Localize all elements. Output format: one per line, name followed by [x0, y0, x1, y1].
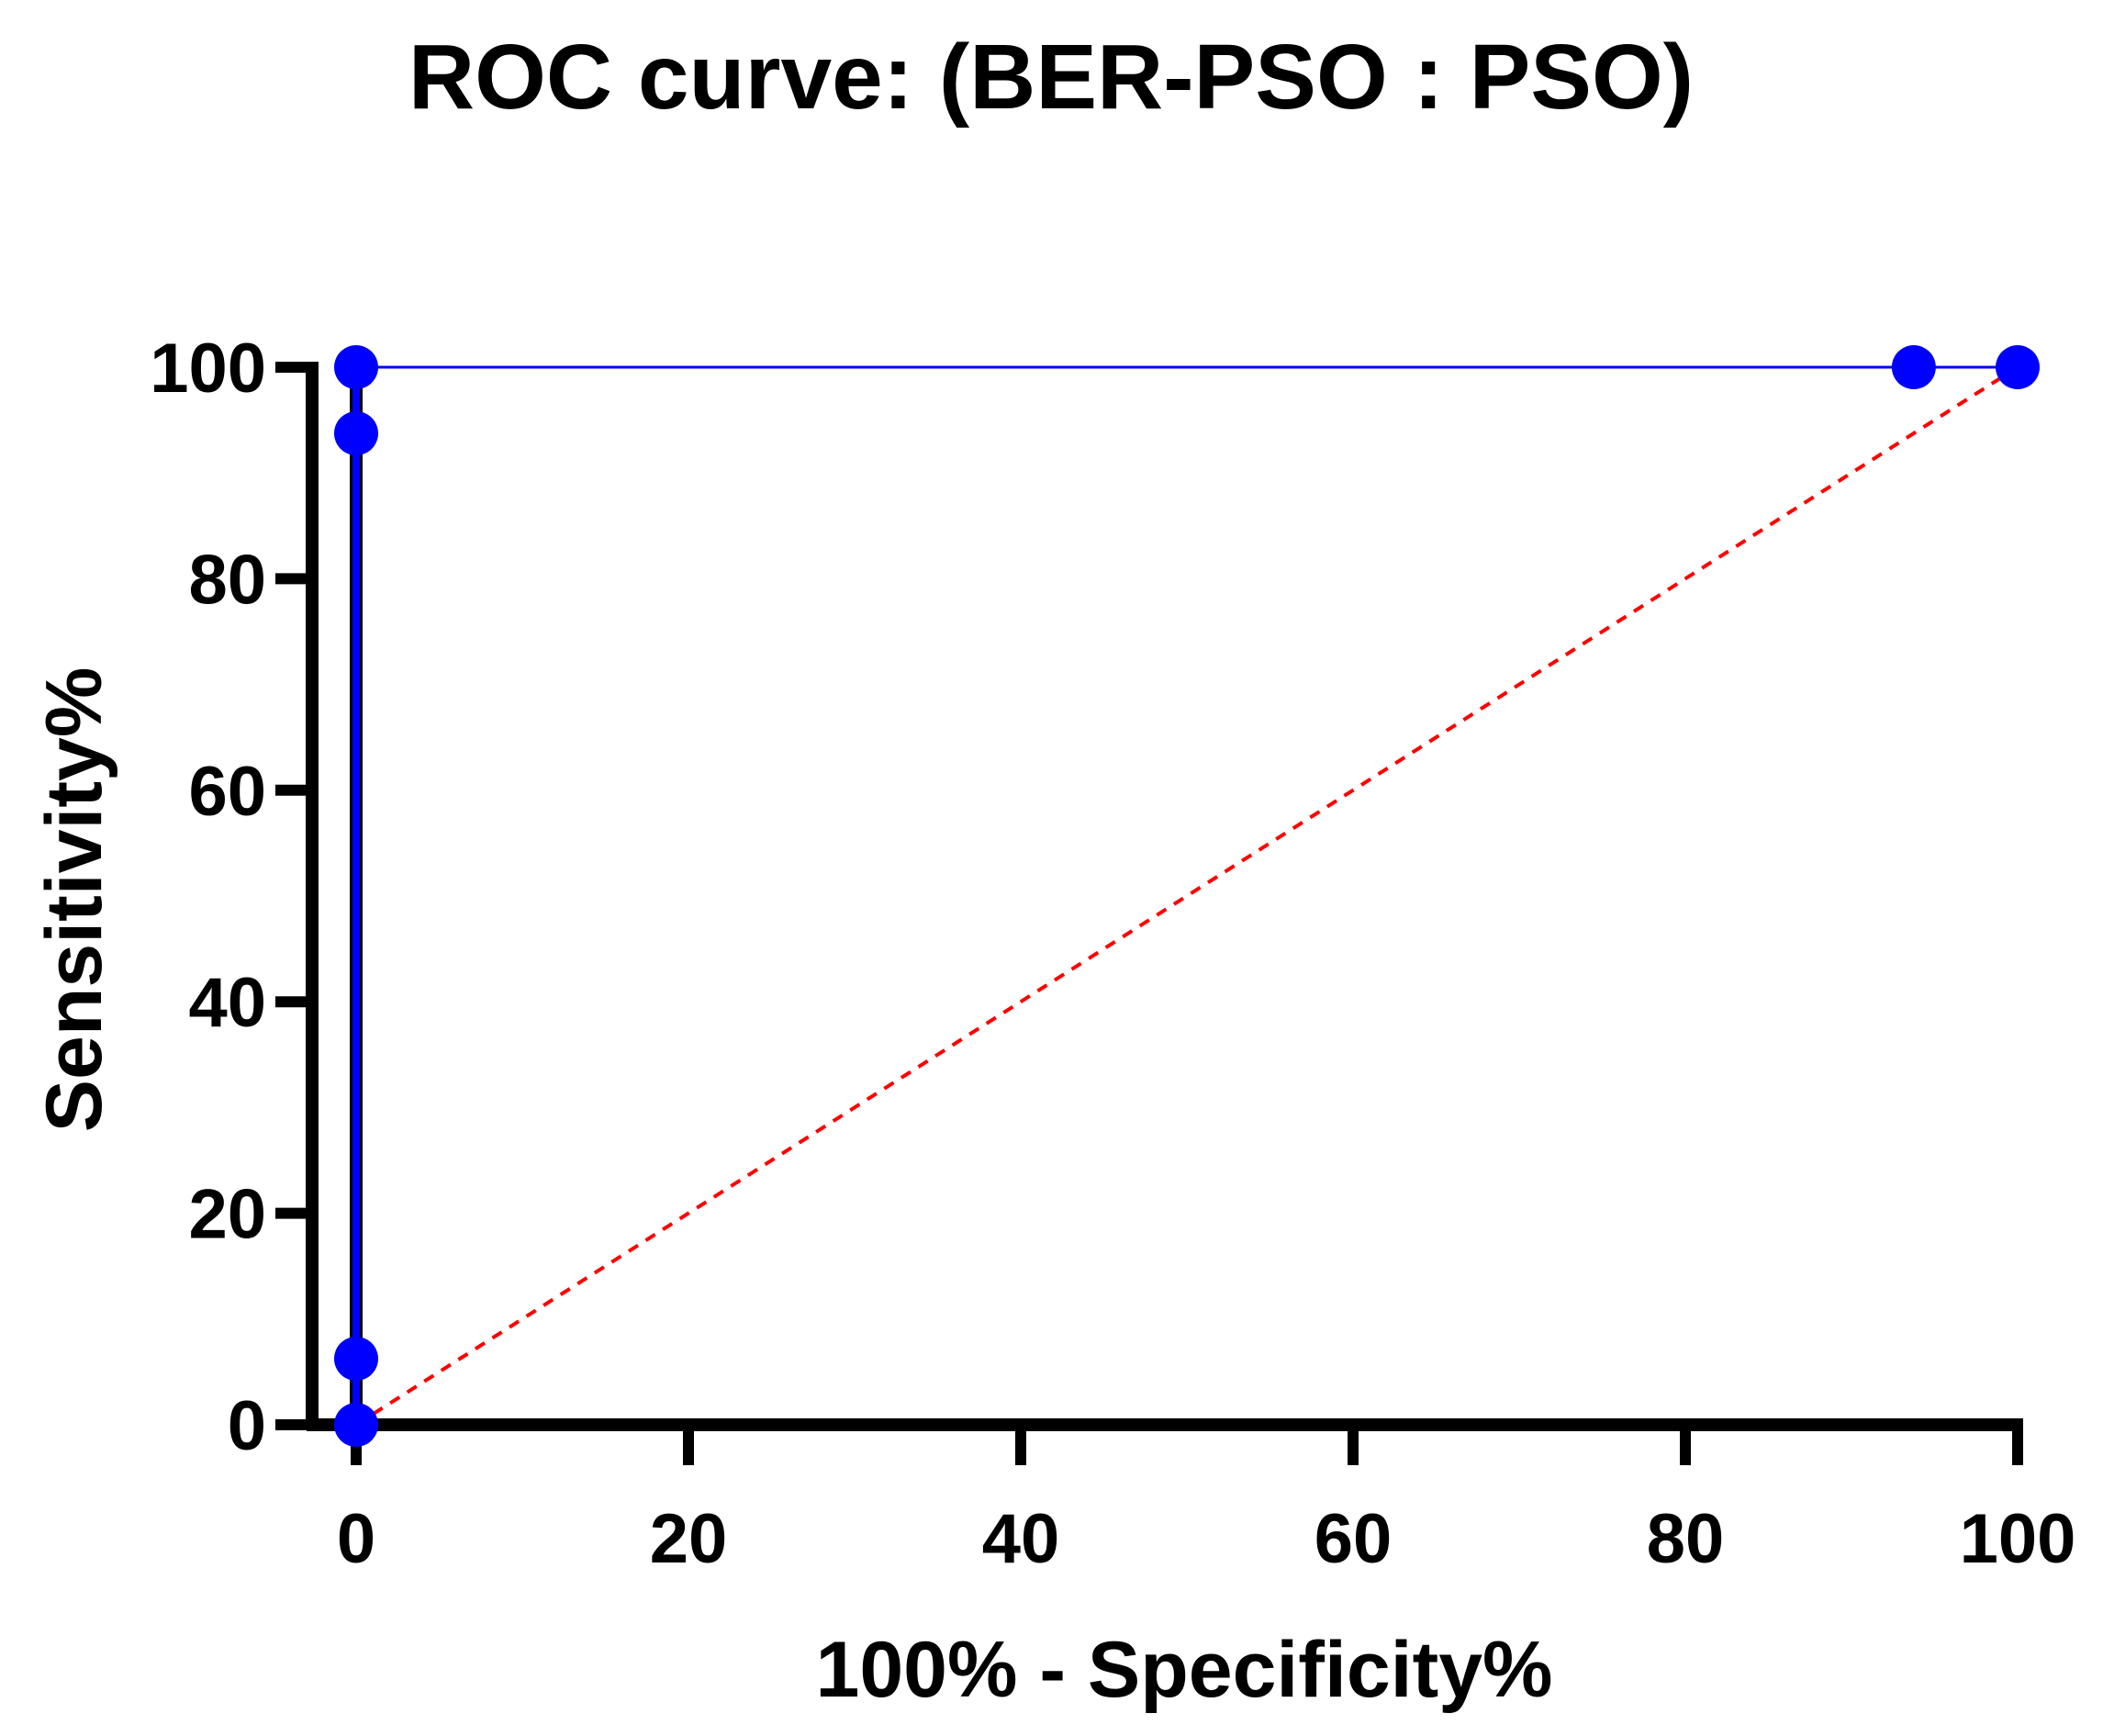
x-tick-label: 80: [1647, 1500, 1725, 1578]
roc-point: [334, 411, 378, 455]
x-tick-label: 40: [982, 1500, 1060, 1578]
series-layer: [334, 345, 2040, 1447]
roc-point: [1891, 345, 1936, 389]
roc-point: [334, 1337, 378, 1381]
y-tick-label: 60: [188, 753, 266, 831]
x-tick-label: 60: [1314, 1500, 1393, 1578]
x-tick-label: 0: [337, 1500, 375, 1578]
roc-point: [1996, 345, 2040, 389]
y-tick-label: 100: [150, 330, 266, 408]
y-tick-label: 40: [188, 964, 266, 1042]
y-tick-label: 0: [228, 1387, 266, 1465]
x-axis-label: 100% - Specificity%: [815, 1626, 1552, 1714]
x-tick-label: 100: [1960, 1500, 2076, 1578]
y-axis-label: Sensitivity%: [30, 667, 118, 1133]
x-axis: 0 20 40 60 80 100: [307, 1418, 2076, 1578]
y-tick-label: 20: [188, 1176, 266, 1254]
chart-title: ROC curve: (BER-PSO : PSO): [408, 26, 1694, 129]
x-tick-label: 20: [650, 1500, 728, 1578]
y-tick-label: 80: [188, 541, 266, 619]
roc-point: [334, 1403, 378, 1447]
roc-point: [334, 345, 378, 389]
y-axis: 0 20 40 60 80 100: [150, 330, 319, 1465]
reference-line: [354, 365, 2019, 1427]
